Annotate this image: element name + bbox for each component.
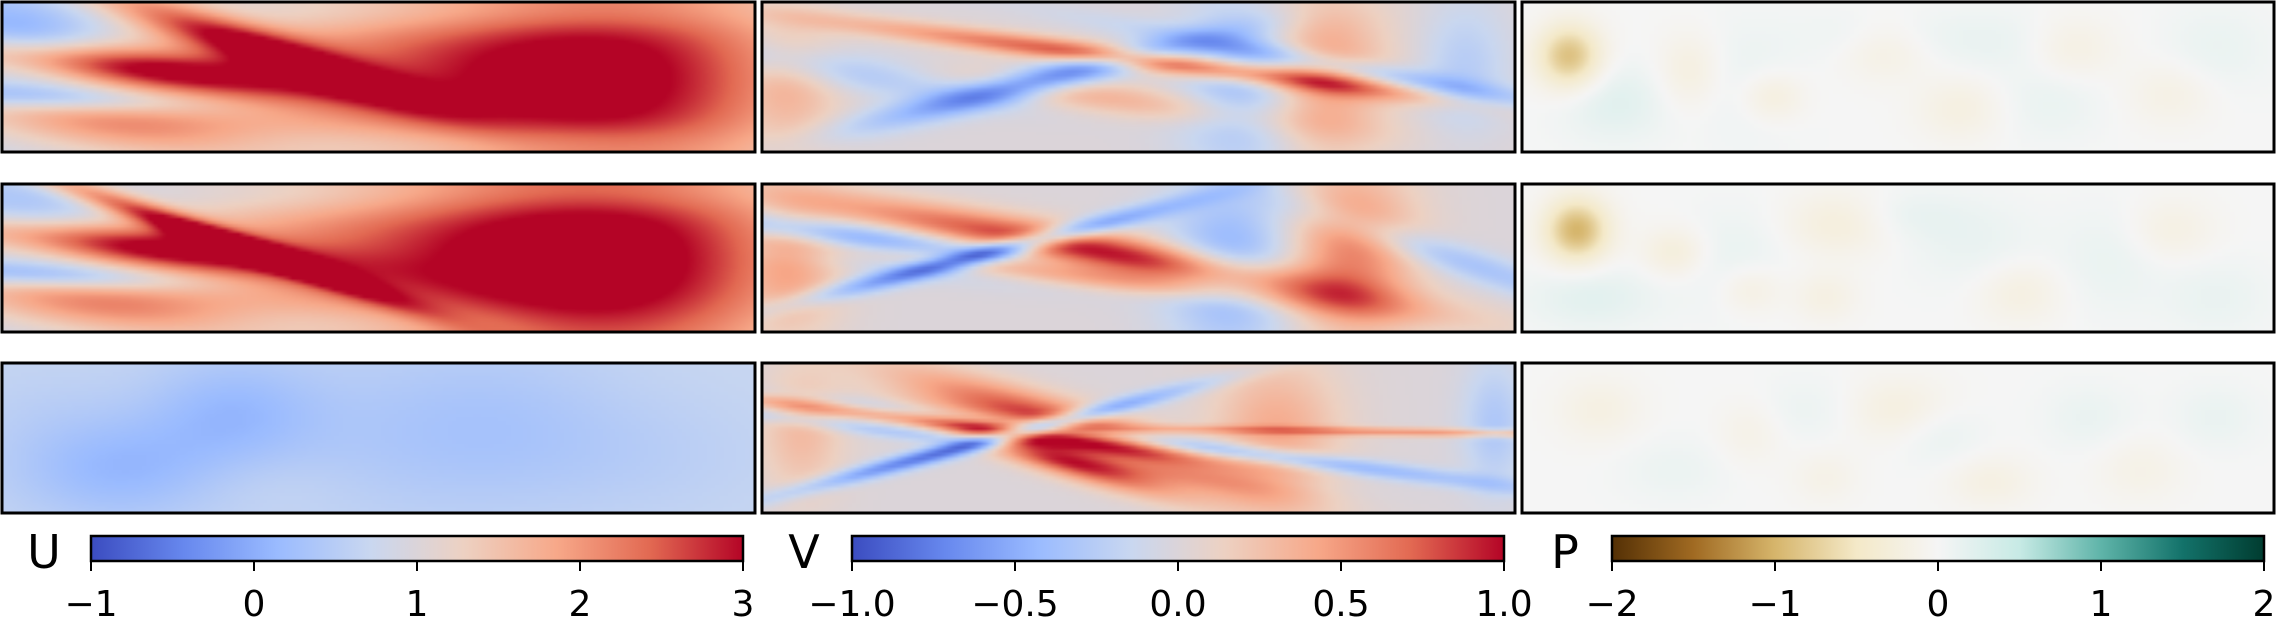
field-panel-v-row-3 [760,361,1517,515]
panel-frame [0,0,757,154]
colorbar-tick-label: 0 [243,584,266,625]
field-image [1522,184,2274,332]
field-image [2,363,755,513]
colorbar-tick-label: 2 [2253,584,2276,625]
field-panel-p-row-1 [1520,0,2276,154]
field-panel-v-row-2 [760,182,1517,334]
field-panel-u-row-1 [0,0,757,154]
colorbar-tick-label: 0.0 [1149,584,1206,625]
colorbar-tick-label: −1.0 [808,584,895,625]
field-panels [0,0,2276,515]
colorbar-label: V [788,525,820,579]
panel-frame [1520,361,2276,515]
field-panel-u-row-3 [0,361,757,515]
panel-frame [1520,182,2276,334]
panel-frame [1520,0,2276,154]
colorbar-tick-label: −1 [1748,584,1801,625]
field-panel-p-row-2 [1520,182,2276,334]
field-panel-u-row-2 [0,182,757,334]
colorbar-label: P [1551,525,1579,579]
colorbar-gradient [1610,534,2266,563]
field-image [2,2,755,152]
colorbar-tick-label: 0 [1927,584,1950,625]
field-image [2,184,755,332]
colorbars: U−1 0 1 2 3V−1.0 −0.5 0.0 0.5 1.0P−2 −1 0 1 2 [27,525,2275,625]
panel-frame [760,361,1517,515]
colorbar-tick-label: 1 [406,584,429,625]
colorbar-u: U−1 0 1 2 3 [27,525,754,625]
colorbar-gradient [89,534,745,563]
colorbar-v: V −1.0 −0.5 0.0 0.5 1.0 [788,525,1532,625]
colorbar-gradient [850,534,1506,563]
field-image [762,184,1515,332]
colorbar-tick-label: −2 [1585,584,1638,625]
field-panel-p-row-3 [1520,361,2276,515]
field-image [1522,2,2274,152]
panel-frame [760,0,1517,154]
colorbar-tick-label: 1.0 [1475,584,1532,625]
colorbar-p: P−2 −1 0 1 2 [1551,525,2275,625]
panel-frame [0,182,757,334]
colorbar-tick-label: 1 [2090,584,2113,625]
field-image [1522,363,2274,513]
field-panel-v-row-1 [760,0,1517,154]
field-image [762,2,1515,152]
colorbar-label: U [27,525,61,579]
colorbar-tick-label: 2 [569,584,592,625]
colorbar-tick-label: −1 [64,584,117,625]
field-image [762,363,1515,513]
panel-frame [760,182,1517,334]
panel-frame [0,361,757,515]
colorbar-tick-label: 3 [732,584,755,625]
colorbar-tick-label: −0.5 [971,584,1058,625]
colorbar-tick-label: 0.5 [1312,584,1369,625]
